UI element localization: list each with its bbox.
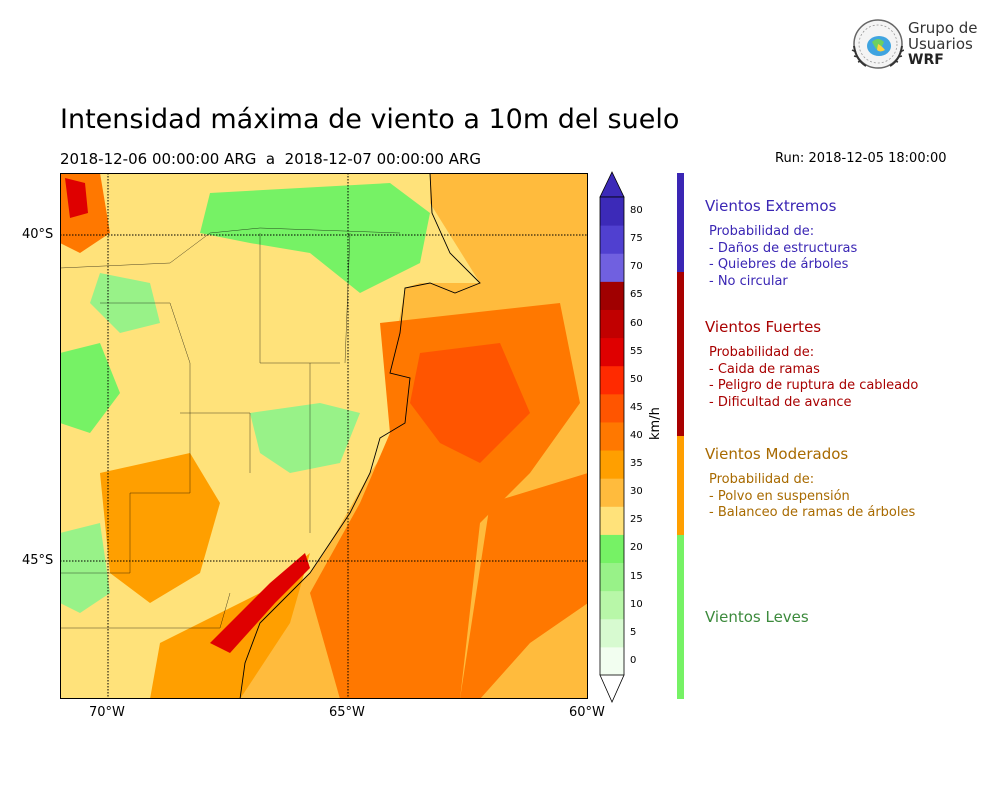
category-moderate: Vientos Moderados Probabilidad de: - Pol… <box>705 445 915 522</box>
colorbar-segment <box>600 534 624 564</box>
category-light: Vientos Leves <box>705 608 809 635</box>
logo-text-line3: WRF <box>908 52 944 68</box>
strong-wind-spot-north <box>65 178 88 218</box>
colorbar-tick-label: 45 <box>630 401 643 413</box>
light-wind-area-southwest <box>60 523 110 613</box>
wrf-globe-logo-icon <box>851 19 904 69</box>
colorbar-extend-max <box>599 171 625 198</box>
category-line: - Polvo en suspensión <box>709 488 850 504</box>
category-line: - No circular <box>709 273 788 289</box>
category-name: Vientos Leves <box>705 608 809 626</box>
colorbar-tick-label: 50 <box>630 373 643 385</box>
category-name: Vientos Moderados <box>705 445 849 463</box>
coastline <box>239 173 481 699</box>
colorbar-tick-label: 65 <box>630 289 643 301</box>
colorbar-tick-label: 80 <box>630 205 643 217</box>
map-title: Intensidad máxima de viento a 10m del su… <box>60 104 680 135</box>
colorbar-tick-label: 0 <box>630 654 637 666</box>
colorbar-segment <box>600 365 624 395</box>
forecast-period: 2018-12-06 00:00:00 ARG a 2018-12-07 00:… <box>60 150 482 168</box>
colorbar-unit-label: km/h <box>648 407 663 440</box>
colorbar-segment <box>600 197 624 226</box>
light-wind-area-north <box>200 183 430 293</box>
logo-text-line1: Grupo de <box>908 19 978 37</box>
run-timestamp: Run: 2018-12-05 18:00:00 <box>775 151 947 166</box>
colorbar-tick-label: 55 <box>630 345 643 357</box>
wrf-logo: Grupo de Usuarios WRF <box>848 16 978 74</box>
colorbar-segment <box>600 506 624 535</box>
colorbar-tick-label: 30 <box>630 486 643 498</box>
category-line: - Quiebres de árboles <box>709 257 849 272</box>
logo-text-line2: Usuarios <box>908 35 973 53</box>
province-borders <box>60 227 401 629</box>
category-bar-segment <box>677 436 684 535</box>
lon-label-65w: 65°W <box>329 705 365 720</box>
colorbar-segment <box>600 253 624 282</box>
category-name: Vientos Fuertes <box>705 318 822 336</box>
category-line: - Peligro de ruptura de cableado <box>709 378 919 393</box>
category-name: Vientos Extremos <box>705 197 837 215</box>
strong-wind-area-se <box>460 473 588 699</box>
colorbar-segment <box>600 281 624 310</box>
colorbar-segment <box>600 393 624 423</box>
colorbar-tick-label: 15 <box>630 570 643 582</box>
colorbar-tick-label: 5 <box>630 626 637 638</box>
category-color-bar <box>677 173 684 699</box>
colorbar-tick-label: 10 <box>630 598 643 610</box>
colorbar-segment <box>600 337 624 367</box>
category-bar-segment <box>677 173 684 272</box>
category-bar-segment <box>677 534 684 699</box>
colorbar-tick-label: 35 <box>630 458 643 470</box>
colorbar-segment <box>600 618 624 648</box>
colorbar-segment <box>600 450 624 479</box>
category-line: - Balanceo de ramas de árboles <box>709 505 916 520</box>
lat-label-45s: 45°S <box>22 553 54 568</box>
colorbar-segment <box>600 646 624 676</box>
colorbar-tick-label: 75 <box>630 233 643 245</box>
colorbar-segment <box>600 225 624 254</box>
category-line: Probabilidad de: <box>709 224 815 239</box>
category-line: Probabilidad de: <box>709 345 815 360</box>
category-line: - Caida de ramas <box>709 361 820 377</box>
lon-label-60w: 60°W <box>569 705 605 720</box>
lat-label-40s: 40°S <box>22 227 54 242</box>
lon-label-70w: 70°W <box>89 705 125 720</box>
light-wind-area-center <box>250 403 360 473</box>
wind-speed-map <box>60 173 588 699</box>
colorbar-segment <box>600 478 624 507</box>
colorbar-segment <box>600 421 624 451</box>
category-extreme: Vientos Extremos Probabilidad de: - Daño… <box>705 197 857 290</box>
light-wind-area-west <box>60 343 120 433</box>
category-line: - Daños de estructuras <box>709 240 858 256</box>
colorbar-segment <box>600 590 624 620</box>
strong-wind-streak-coast <box>210 553 310 653</box>
colorbar-tick-label: 25 <box>630 514 643 526</box>
colorbar-tick-label: 20 <box>630 542 643 554</box>
category-strong: Vientos Fuertes Probabilidad de: - Caida… <box>705 318 918 411</box>
colorbar-segment <box>600 309 624 339</box>
very-strong-wind-area-ocean <box>410 343 530 463</box>
colorbar-segment <box>600 562 624 592</box>
colorbar-extend-min <box>599 674 625 703</box>
category-bar-segment <box>677 271 684 436</box>
category-line: Probabilidad de: <box>709 472 815 487</box>
colorbar-tick-label: 40 <box>630 430 643 441</box>
wind-colorbar <box>599 171 625 703</box>
colorbar-tick-label: 60 <box>630 317 643 329</box>
category-line: - Dificultad de avance <box>709 394 852 410</box>
colorbar-tick-label: 70 <box>630 261 643 273</box>
